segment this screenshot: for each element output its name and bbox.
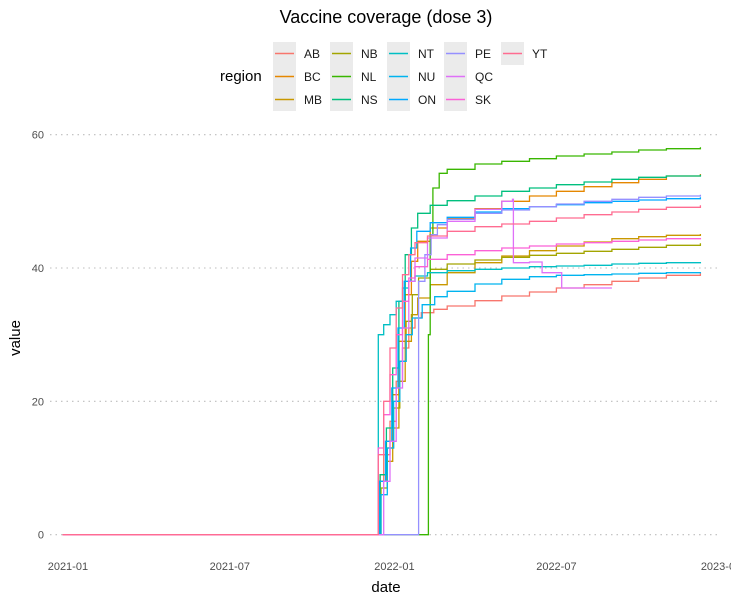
y-tick-label: 40 [32,263,44,275]
legend-label: SK [475,93,491,107]
legend-item-ns: NS [330,88,378,111]
y-axis-title: value [7,320,24,356]
series-line-yt [62,205,702,536]
x-tick-label: 2022-01 [374,561,414,573]
legend-title: region [220,68,262,85]
series-line-nu [62,272,702,536]
legend-item-nt: NT [387,42,435,65]
y-axis-ticks: 0 20 40 60 [32,130,44,542]
legend-item-bc: BC [273,65,321,88]
legend-item-nu: NU [387,65,435,88]
x-axis-ticks: 2021-01 2021-07 2022-01 2022-07 2023-01 [48,561,731,573]
legend-label: BC [304,70,321,84]
series-line-mb [62,234,702,536]
series-lines [62,147,702,536]
legend-item-nl: NL [330,65,377,88]
x-axis-title: date [371,579,400,596]
series-line-nt [62,262,702,536]
legend-item-pe: PE [444,42,491,65]
legend-item-yt: YT [501,42,548,65]
legend-label: NT [418,47,435,61]
series-line-pe [62,194,702,536]
legend-label: AB [304,47,320,61]
legend-label: ON [418,93,436,107]
x-tick-label: 2022-07 [536,561,576,573]
legend: region AB BC MB NB NL NS NT NU ON PE QC SK YT [220,42,548,111]
legend-label: PE [475,47,491,61]
legend-item-nb: NB [330,42,378,65]
legend-item-mb: MB [273,88,322,111]
legend-label: QC [475,70,493,84]
x-tick-label: 2021-07 [210,561,250,573]
legend-item-ab: AB [273,42,320,65]
y-tick-label: 60 [32,130,44,142]
series-line-on [62,197,702,536]
legend-label: NU [418,70,435,84]
legend-item-on: ON [387,88,436,111]
series-line-bc [62,174,702,536]
series-line-sk [62,238,702,536]
series-line-qc [62,198,612,536]
chart-title: Vaccine coverage (dose 3) [280,7,493,27]
series-line-nl [62,147,702,536]
legend-label: NB [361,47,378,61]
x-tick-label: 2021-01 [48,561,88,573]
series-line-ab [62,273,702,536]
y-tick-label: 0 [38,530,44,542]
y-tick-label: 20 [32,396,44,408]
legend-item-sk: SK [444,88,491,111]
legend-label: NL [361,70,377,84]
series-line-ns [62,174,702,536]
legend-label: YT [532,47,548,61]
legend-label: NS [361,93,378,107]
legend-label: MB [304,93,322,107]
x-tick-label: 2023-01 [701,561,731,573]
series-line-nb [62,243,702,536]
legend-item-qc: QC [444,65,493,88]
